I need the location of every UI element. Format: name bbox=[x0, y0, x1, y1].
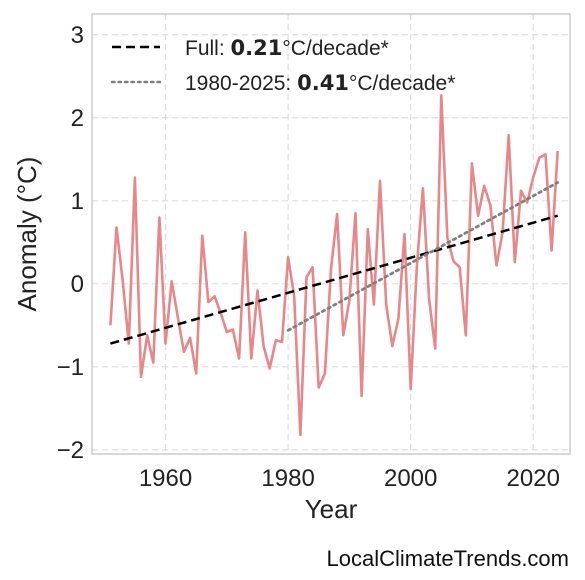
recent-trend-line bbox=[286, 181, 560, 332]
plot-frame bbox=[91, 13, 571, 455]
x-tick-label: 1980 bbox=[261, 465, 314, 492]
y-tick-label: 1 bbox=[71, 188, 84, 215]
y-tick-labels: −2 −1 0 1 2 3 bbox=[57, 22, 84, 464]
legend-entry-recent: 1980-2025: 0.41°C/decade* bbox=[185, 71, 455, 95]
legend-full-prefix: Full: bbox=[185, 37, 231, 60]
x-axis-label: Year bbox=[305, 494, 358, 524]
grid bbox=[92, 14, 570, 454]
series-group bbox=[109, 94, 560, 437]
x-tick-label: 1960 bbox=[139, 465, 192, 492]
legend-full-value: 0.21 bbox=[231, 36, 283, 60]
y-tick-label: 0 bbox=[71, 271, 84, 298]
y-tick-label: −1 bbox=[57, 354, 84, 381]
site-credit: LocalClimateTrends.com bbox=[326, 546, 570, 571]
y-tick-label: −2 bbox=[57, 437, 84, 464]
legend-full-suffix: °C/decade* bbox=[282, 37, 388, 60]
legend-recent-prefix: 1980-2025: bbox=[185, 72, 297, 95]
x-tick-label: 2000 bbox=[384, 465, 437, 492]
full-trend-line bbox=[110, 214, 559, 345]
x-tick-labels: 1960 1980 2000 2020 bbox=[139, 465, 560, 492]
legend-recent-value: 0.41 bbox=[297, 71, 349, 95]
y-axis-label: Anomaly (°C) bbox=[12, 157, 42, 312]
legend: Full: 0.21°C/decade* 1980-2025: 0.41°C/d… bbox=[110, 36, 455, 95]
legend-entry-full: Full: 0.21°C/decade* bbox=[185, 36, 389, 60]
y-tick-label: 3 bbox=[71, 22, 84, 49]
x-tick-label: 2020 bbox=[507, 465, 560, 492]
y-tick-label: 2 bbox=[71, 105, 84, 132]
anomaly-line bbox=[109, 94, 559, 437]
legend-recent-suffix: °C/decade* bbox=[349, 72, 455, 95]
